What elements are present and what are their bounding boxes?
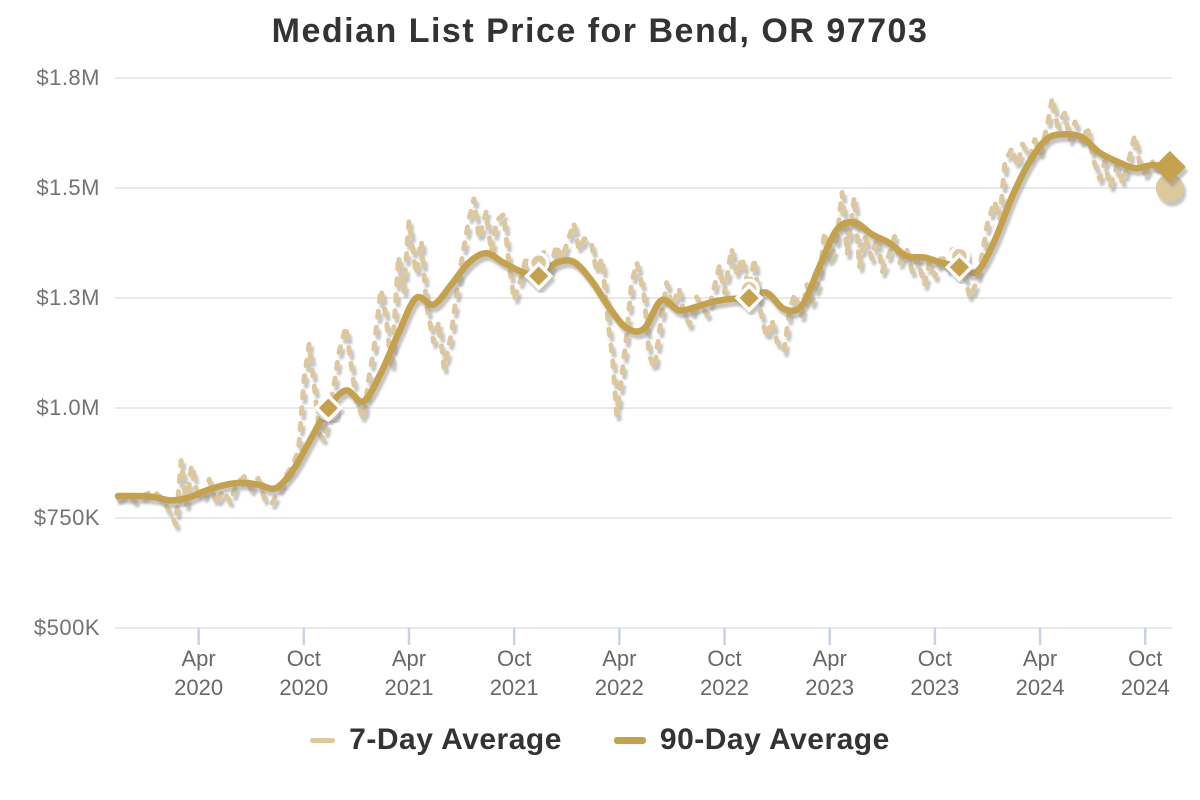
legend-label: 90-Day Average xyxy=(659,723,890,756)
y-axis-label: $500K xyxy=(33,615,100,640)
x-axis-label: Oct 2024 xyxy=(1120,646,1170,700)
marker-diamond-90day xyxy=(313,393,343,423)
chart-legend: 7-Day Average 90-Day Average xyxy=(0,723,1200,757)
x-axis-label: Apr 2020 xyxy=(174,646,224,700)
marker-diamond-90day xyxy=(1153,150,1186,183)
x-axis-label: Oct 2021 xyxy=(489,646,539,700)
x-axis-label: Apr 2023 xyxy=(805,646,855,700)
marker-circle-7day xyxy=(1155,174,1184,202)
legend-item[interactable]: 7-Day Average xyxy=(310,723,562,757)
marker-diamond-90day xyxy=(944,252,974,282)
x-axis-label: Apr 2022 xyxy=(594,646,644,700)
y-axis-label: $750K xyxy=(33,505,100,530)
y-axis-label: $1.8M xyxy=(36,65,100,90)
y-axis-label: $1.5M xyxy=(36,175,100,200)
legend-swatch xyxy=(310,737,336,743)
marker-diamond-90day xyxy=(524,261,554,291)
series-7day-line xyxy=(115,95,1173,528)
legend-label: 7-Day Average xyxy=(349,723,562,756)
marker-diamond-90day xyxy=(734,283,764,313)
x-axis-label: Apr 2024 xyxy=(1015,646,1065,700)
y-axis-label: $1.3M xyxy=(36,285,100,310)
y-axis-label: $1.0M xyxy=(36,395,100,420)
series-90day-line xyxy=(114,130,1174,504)
x-axis-label: Oct 2020 xyxy=(279,646,329,700)
legend-swatch xyxy=(613,736,646,744)
legend-item[interactable]: 90-Day Average xyxy=(613,723,890,757)
x-axis-label: Apr 2021 xyxy=(384,646,434,700)
chart-title: Median List Price for Bend, OR 97703 xyxy=(271,12,929,50)
x-axis-label: Oct 2022 xyxy=(700,646,750,700)
x-axis-label: Oct 2023 xyxy=(910,646,960,700)
